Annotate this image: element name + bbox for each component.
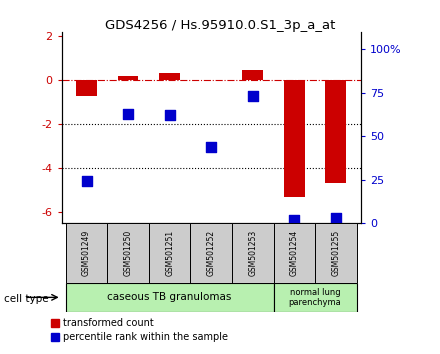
Bar — [232, 223, 274, 283]
Text: cell type: cell type — [4, 294, 49, 304]
Text: GSM501253: GSM501253 — [248, 230, 257, 276]
Bar — [242, 70, 263, 80]
Point — [125, 111, 132, 116]
Bar — [66, 223, 107, 283]
Bar — [284, 80, 305, 197]
Point — [332, 215, 339, 221]
Bar — [107, 223, 149, 283]
Text: GSM501255: GSM501255 — [331, 230, 341, 276]
Text: GSM501250: GSM501250 — [124, 230, 132, 276]
Text: caseous TB granulomas: caseous TB granulomas — [107, 292, 232, 302]
Text: GSM501254: GSM501254 — [290, 230, 299, 276]
Bar — [149, 223, 191, 283]
Bar — [118, 76, 139, 80]
Bar — [326, 80, 346, 183]
Bar — [274, 223, 315, 283]
Text: GDS4256 / Hs.95910.0.S1_3p_a_at: GDS4256 / Hs.95910.0.S1_3p_a_at — [105, 19, 335, 33]
Bar — [159, 73, 180, 80]
Point — [208, 144, 215, 149]
Point — [249, 93, 256, 99]
Point — [83, 178, 90, 184]
Bar — [66, 283, 274, 312]
Text: GSM501249: GSM501249 — [82, 230, 91, 276]
Bar — [274, 283, 357, 312]
Bar — [191, 223, 232, 283]
Point — [291, 217, 298, 222]
Text: normal lung
parenchyma: normal lung parenchyma — [289, 288, 341, 307]
Legend: transformed count, percentile rank within the sample: transformed count, percentile rank withi… — [49, 316, 231, 344]
Bar — [315, 223, 357, 283]
Point — [166, 113, 173, 118]
Bar — [76, 80, 97, 96]
Text: GSM501252: GSM501252 — [207, 230, 216, 276]
Text: GSM501251: GSM501251 — [165, 230, 174, 276]
